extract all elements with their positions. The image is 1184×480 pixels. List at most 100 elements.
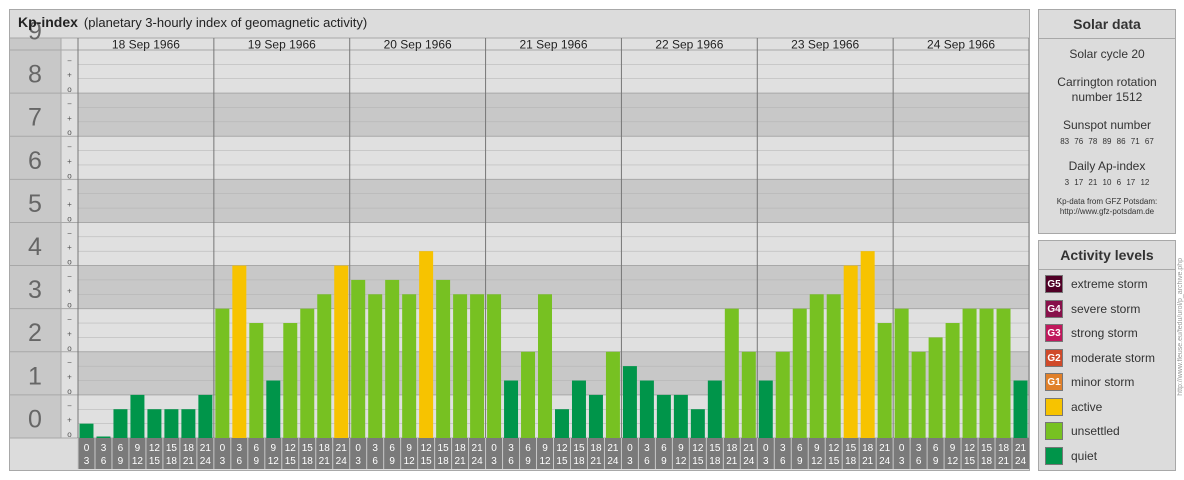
day-label: 18 Sep 1966	[112, 38, 180, 52]
level-label: moderate storm	[1071, 350, 1156, 365]
kp-bar	[622, 366, 637, 438]
time-start-label: 9	[135, 443, 141, 454]
level-unsettled: unsettled	[1045, 421, 1120, 441]
y-minor-label: +	[67, 373, 72, 382]
activity-levels-title: Activity levels	[1039, 241, 1175, 270]
y-tick-label: 7	[28, 104, 42, 132]
kp-band	[78, 93, 1029, 137]
y-minor-label: o	[67, 171, 72, 180]
kp-bar	[1013, 380, 1028, 438]
time-end-label: 18	[573, 456, 585, 467]
time-end-label: 12	[539, 456, 551, 467]
day-header-bg	[78, 38, 1029, 50]
time-end-label: 15	[964, 456, 976, 467]
time-end-label: 12	[404, 456, 416, 467]
kp-bar	[113, 409, 128, 438]
time-start-label: 18	[319, 443, 331, 454]
time-end-label: 6	[916, 456, 922, 467]
time-start-label: 21	[607, 443, 619, 454]
time-start-label: 6	[254, 443, 260, 454]
time-end-label: 15	[692, 456, 704, 467]
y-minor-label: +	[67, 200, 72, 209]
time-start-label: 15	[166, 443, 178, 454]
time-start-label: 12	[964, 443, 976, 454]
kp-bar	[79, 423, 94, 438]
level-swatch: G5	[1045, 275, 1063, 293]
time-start-label: 0	[84, 443, 90, 454]
time-start-label: 12	[556, 443, 568, 454]
level-active: active	[1045, 397, 1102, 417]
time-start-label: 15	[845, 443, 857, 454]
y-minor-label: o	[67, 214, 72, 223]
kp-bar	[368, 294, 383, 438]
y-tick-label: 9	[28, 17, 42, 45]
time-end-label: 9	[254, 456, 260, 467]
time-start-label: 12	[285, 443, 297, 454]
y-minor-label: −	[67, 272, 72, 281]
time-end-label: 24	[472, 456, 484, 467]
kp-bar	[877, 323, 892, 438]
time-start-label: 3	[780, 443, 786, 454]
time-start-label: 15	[438, 443, 450, 454]
y-minor-label: o	[67, 344, 72, 353]
time-start-label: 6	[797, 443, 803, 454]
time-end-label: 15	[556, 456, 568, 467]
kp-bar	[860, 251, 875, 438]
kp-bar	[198, 394, 213, 438]
y-minor-label: o	[67, 301, 72, 310]
kp-bar	[521, 351, 536, 438]
kp-bar	[996, 308, 1011, 438]
source-line-2: http://www.gfz-potsdam.de	[1059, 207, 1155, 216]
kp-bar	[232, 265, 247, 438]
kp-bar	[181, 409, 196, 438]
time-end-label: 3	[355, 456, 361, 467]
kp-chart: 0123456789o+−o+−o+−o+−o+−o+−o+−o+−o+−18 …	[10, 17, 1029, 469]
time-end-label: 15	[149, 456, 161, 467]
time-end-label: 18	[709, 456, 721, 467]
kp-bar	[809, 294, 824, 438]
time-end-label: 6	[372, 456, 378, 467]
y-axis-bg	[10, 38, 61, 438]
time-end-label: 12	[268, 456, 280, 467]
level-label: minor storm	[1071, 375, 1135, 389]
kp-bar	[215, 308, 230, 438]
time-end-label: 3	[899, 456, 905, 467]
time-start-label: 15	[573, 443, 585, 454]
kp-bar	[605, 351, 620, 438]
time-end-label: 18	[302, 456, 314, 467]
ap-label: Daily Ap-index	[1068, 159, 1146, 173]
time-start-label: 12	[421, 443, 433, 454]
kp-bar	[673, 394, 688, 438]
y-minor-label: +	[67, 416, 72, 425]
time-end-label: 18	[981, 456, 993, 467]
kp-band	[78, 222, 1029, 266]
level-moderate-storm: G2 moderate storm	[1045, 348, 1155, 368]
day-label: 20 Sep 1966	[384, 38, 452, 52]
time-start-label: 0	[355, 443, 361, 454]
credit-text: http://www.fleuse.eu/fedu/urol/p_archive…	[1177, 258, 1184, 396]
kp-bar	[164, 409, 179, 438]
time-end-label: 24	[336, 456, 348, 467]
kp-bar	[945, 323, 960, 438]
level-swatch: G1	[1045, 373, 1063, 391]
level-swatch: G2	[1045, 348, 1063, 367]
time-start-label: 15	[981, 443, 993, 454]
solar-data-panel: Solar data Solar cycle 20 Carrington rot…	[1038, 9, 1176, 234]
y-tick-label: 5	[28, 190, 42, 218]
kp-bar	[690, 409, 705, 438]
time-start-label: 6	[118, 443, 124, 454]
y-minor-label: o	[67, 387, 72, 396]
time-end-label: 3	[220, 456, 226, 467]
kp-band	[78, 179, 1029, 223]
kp-bar	[843, 265, 858, 438]
activity-levels-panel: Activity levels G5 extreme storm G4 severe…	[1038, 240, 1176, 471]
time-start-label: 21	[879, 443, 891, 454]
time-start-label: 12	[828, 443, 840, 454]
kp-bar	[249, 323, 264, 438]
time-start-label: 18	[998, 443, 1010, 454]
time-end-label: 6	[508, 456, 514, 467]
time-end-label: 3	[627, 456, 633, 467]
time-start-label: 18	[183, 443, 195, 454]
y-minor-label: −	[67, 99, 72, 108]
time-end-label: 21	[455, 456, 467, 467]
